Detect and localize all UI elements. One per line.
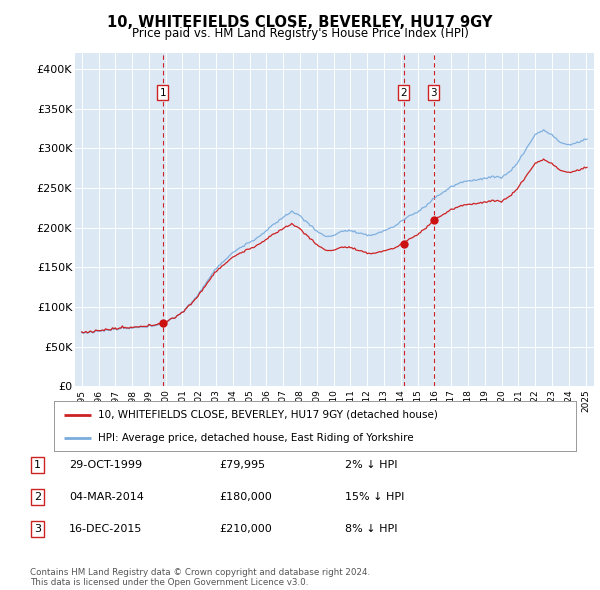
Text: £180,000: £180,000 bbox=[219, 492, 272, 502]
Text: 15% ↓ HPI: 15% ↓ HPI bbox=[345, 492, 404, 502]
Text: £210,000: £210,000 bbox=[219, 524, 272, 533]
Text: 29-OCT-1999: 29-OCT-1999 bbox=[69, 460, 142, 470]
Text: 16-DEC-2015: 16-DEC-2015 bbox=[69, 524, 142, 533]
Text: 3: 3 bbox=[430, 88, 437, 98]
Text: 2: 2 bbox=[34, 492, 41, 502]
Text: Price paid vs. HM Land Registry's House Price Index (HPI): Price paid vs. HM Land Registry's House … bbox=[131, 27, 469, 40]
Text: 10, WHITEFIELDS CLOSE, BEVERLEY, HU17 9GY (detached house): 10, WHITEFIELDS CLOSE, BEVERLEY, HU17 9G… bbox=[98, 409, 438, 419]
Text: 1: 1 bbox=[160, 88, 166, 98]
Text: 2: 2 bbox=[400, 88, 407, 98]
Text: 8% ↓ HPI: 8% ↓ HPI bbox=[345, 524, 398, 533]
Text: 3: 3 bbox=[34, 524, 41, 533]
Text: 2% ↓ HPI: 2% ↓ HPI bbox=[345, 460, 398, 470]
Text: 04-MAR-2014: 04-MAR-2014 bbox=[69, 492, 144, 502]
Text: Contains HM Land Registry data © Crown copyright and database right 2024.
This d: Contains HM Land Registry data © Crown c… bbox=[30, 568, 370, 587]
Text: 1: 1 bbox=[34, 460, 41, 470]
Text: £79,995: £79,995 bbox=[219, 460, 265, 470]
Text: 10, WHITEFIELDS CLOSE, BEVERLEY, HU17 9GY: 10, WHITEFIELDS CLOSE, BEVERLEY, HU17 9G… bbox=[107, 15, 493, 30]
Text: HPI: Average price, detached house, East Riding of Yorkshire: HPI: Average price, detached house, East… bbox=[98, 433, 414, 443]
